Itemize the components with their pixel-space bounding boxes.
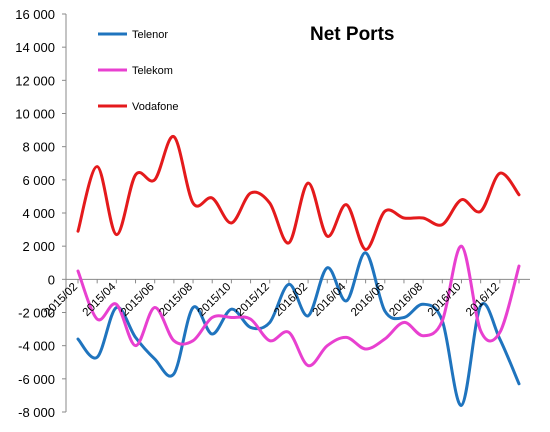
legend-item-telenor: Telenor [98, 29, 168, 41]
y-tick-label: 12 000 [15, 73, 55, 88]
legend-item-telekom: Telekom [98, 65, 173, 77]
y-tick-label: 6 000 [22, 173, 55, 188]
y-tick-label: 10 000 [15, 107, 55, 122]
chart-title: Net Ports [310, 24, 394, 45]
legend: Telenor Telekom Vodafone [98, 29, 179, 113]
y-tick-label: 14 000 [15, 40, 55, 55]
y-tick-label: 0 [48, 272, 55, 287]
series-vodafone [76, 135, 521, 251]
y-tick-label: -6 000 [18, 372, 55, 387]
x-tick-label: 2016/12 [464, 281, 502, 319]
series-telenor [76, 251, 521, 407]
legend-label-telekom: Telekom [132, 65, 173, 77]
y-tick-label: -8 000 [18, 405, 55, 420]
y-tick-label: 4 000 [22, 206, 55, 221]
legend-label-vodafone: Vodafone [132, 101, 179, 113]
series-line-vodafone [76, 135, 521, 251]
legend-item-vodafone: Vodafone [98, 101, 179, 113]
x-tick-label: 2015/12 [234, 281, 272, 319]
y-tick-label: 2 000 [22, 239, 55, 254]
y-tick-label: 8 000 [22, 140, 55, 155]
y-tick-label: -2 000 [18, 306, 55, 321]
legend-label-telenor: Telenor [132, 29, 168, 41]
x-tick-label: 2016/08 [387, 281, 425, 319]
y-tick-label: -4 000 [18, 339, 55, 354]
series-telekom [76, 244, 521, 368]
series-layer [76, 135, 521, 407]
y-tick-label: 16 000 [15, 7, 55, 22]
axes: -8 000 -6 000 -4 000 -2 000 0 2 000 4 000 6 000… [15, 7, 530, 420]
